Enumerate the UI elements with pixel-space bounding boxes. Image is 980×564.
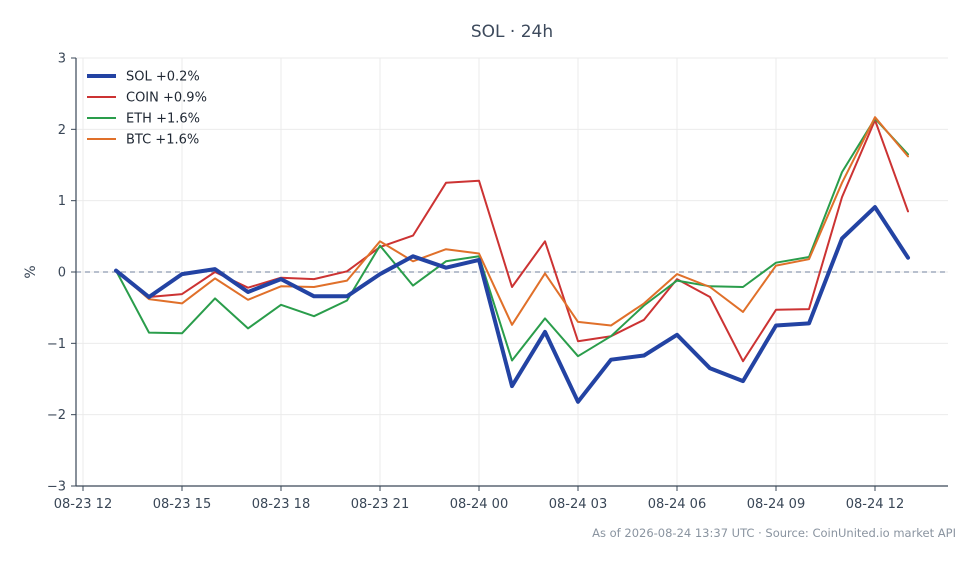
- series-line: [114, 205, 910, 404]
- series-line: [115, 119, 909, 363]
- y-tick-label: −1: [47, 337, 66, 352]
- x-tick-label: 08-24 06: [648, 497, 706, 512]
- x-tick-label: 08-24 00: [450, 497, 508, 512]
- legend-label: SOL +0.2%: [126, 70, 200, 85]
- x-tick-label: 08-23 18: [252, 497, 310, 512]
- x-tick-label: 08-24 09: [747, 497, 805, 512]
- x-tick-label: 08-23 15: [153, 497, 211, 512]
- chart-title: SOL · 24h: [471, 22, 553, 42]
- grid: [76, 57, 948, 487]
- y-tick-label: −2: [47, 408, 66, 423]
- x-tick-label: 08-24 03: [549, 497, 607, 512]
- axes: 3 2 1 0 −1 −2 −3 08-23 12 08-23 15 08-23 18 08-23 …: [47, 52, 948, 512]
- series-line: [115, 116, 909, 327]
- series-line: [115, 117, 909, 362]
- series-lines: [114, 116, 910, 404]
- legend-label: BTC +1.6%: [126, 133, 199, 148]
- source-footer: As of 2026-08-24 13:37 UTC · Source: Coi…: [592, 526, 956, 540]
- x-tick-label: 08-24 12: [846, 497, 904, 512]
- y-tick-label: 0: [58, 266, 66, 281]
- legend: SOL +0.2% COIN +0.9% ETH +1.6% BTC +1.6%: [87, 70, 207, 148]
- legend-label: ETH +1.6%: [126, 112, 200, 127]
- y-tick-label: 1: [58, 194, 66, 209]
- y-axis-label: %: [23, 265, 39, 278]
- legend-label: COIN +0.9%: [126, 91, 207, 106]
- y-tick-label: 3: [58, 52, 66, 67]
- x-tick-label: 08-23 12: [54, 497, 112, 512]
- x-tick-label: 08-23 21: [351, 497, 409, 512]
- y-tick-label: 2: [58, 123, 66, 138]
- y-tick-label: −3: [47, 480, 66, 495]
